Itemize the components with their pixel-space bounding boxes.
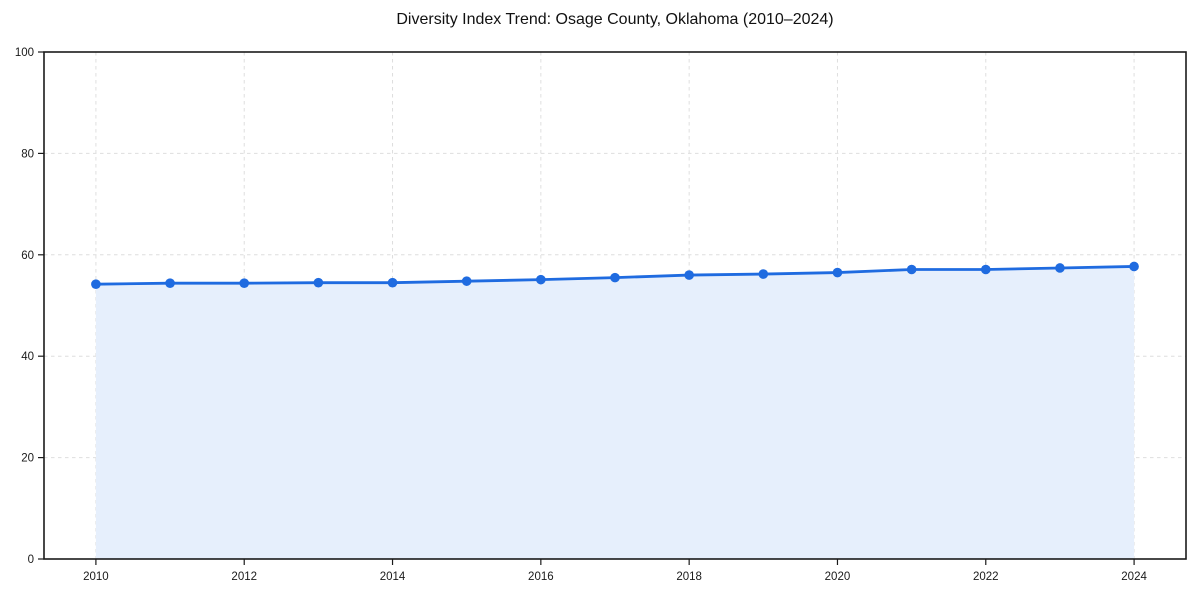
data-point-2013 xyxy=(313,277,324,288)
x-tick-label: 2020 xyxy=(825,571,851,583)
plot-border xyxy=(43,51,1187,560)
x-tick-label: 2012 xyxy=(231,571,257,583)
x-tick-label: 2018 xyxy=(676,571,702,583)
y-tick-label: 0 xyxy=(28,554,34,566)
y-tick-label: 100 xyxy=(15,47,34,59)
data-point-2010 xyxy=(91,279,101,290)
y-tick-label: 40 xyxy=(21,351,34,363)
y-tick-label: 80 xyxy=(21,148,34,160)
data-point-2021 xyxy=(906,264,917,275)
data-point-2017 xyxy=(610,272,620,283)
data-point-2023 xyxy=(1055,263,1065,273)
x-tick-label: 2022 xyxy=(973,571,999,583)
x-tick-label: 2024 xyxy=(1121,571,1147,583)
data-point-2019 xyxy=(758,269,769,279)
data-point-2022 xyxy=(980,264,991,275)
area-fill xyxy=(95,266,1135,559)
data-point-2014 xyxy=(387,277,398,288)
chart-title: Diversity Index Trend: Osage County, Okl… xyxy=(396,11,834,28)
x-tick-label: 2010 xyxy=(83,571,109,583)
data-point-2020 xyxy=(832,267,843,278)
y-tick-label: 20 xyxy=(21,453,34,465)
data-point-2024 xyxy=(1129,261,1139,272)
data-point-2011 xyxy=(165,278,175,288)
x-tick-label: 2014 xyxy=(380,571,406,583)
data-point-2016 xyxy=(536,274,546,285)
y-tick-label: 60 xyxy=(21,250,34,262)
data-point-2012 xyxy=(239,278,250,288)
x-tick-label: 2016 xyxy=(528,571,554,583)
data-point-2018 xyxy=(684,270,694,280)
data-point-2015 xyxy=(461,276,472,286)
